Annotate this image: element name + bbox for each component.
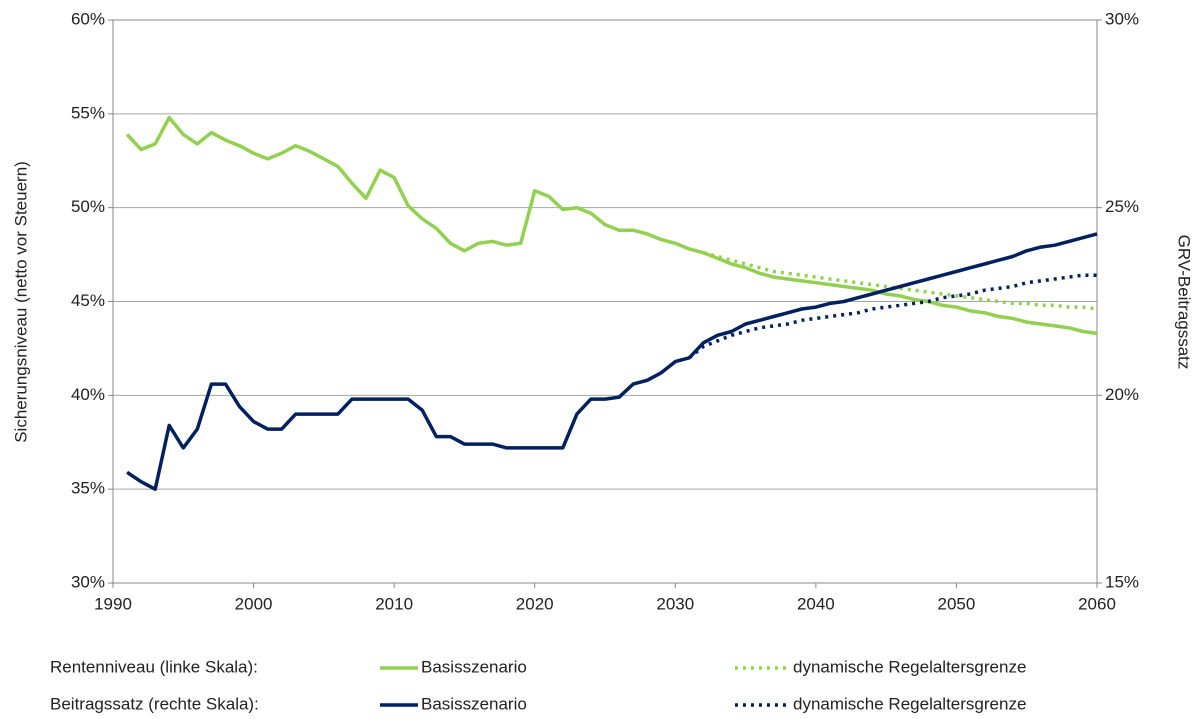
y-tick-label: 55% (71, 103, 105, 122)
legend-label: dynamische Regelaltersgrenze (793, 657, 1026, 676)
y2-tick-label: 15% (1105, 572, 1139, 591)
x-tick-label: 2010 (375, 594, 413, 613)
y-tick-label: 35% (71, 479, 105, 498)
x-tick-label: 2020 (516, 594, 554, 613)
y2-tick-label: 25% (1105, 197, 1139, 216)
legend-row-label: Beitragssatz (rechte Skala): (50, 694, 259, 713)
legend-label: Basisszenario (421, 694, 527, 713)
series-line (702, 251, 1098, 311)
x-tick-label: 2030 (656, 594, 694, 613)
series-line (126, 232, 1098, 491)
y2-tick-label: 30% (1105, 9, 1139, 28)
y-axis-label: Sicherungsniveau (netto vor Steuern) (11, 161, 30, 443)
y-tick-label: 40% (71, 385, 105, 404)
x-tick-label: 1990 (94, 594, 132, 613)
series-line (688, 273, 1097, 360)
x-tick-label: 2050 (938, 594, 976, 613)
legend-label: dynamische Regelaltersgrenze (793, 694, 1026, 713)
y-tick-label: 50% (71, 197, 105, 216)
y-tick-label: 60% (71, 9, 105, 28)
x-tick-label: 2040 (797, 594, 835, 613)
plot-frame (112, 19, 1098, 584)
x-tick-label: 2060 (1078, 594, 1116, 613)
y2-tick-label: 20% (1105, 385, 1139, 404)
y-tick-label: 45% (71, 291, 105, 310)
y2-axis-label: GRV-Beitragssatz (1175, 235, 1194, 370)
y-tick-label: 30% (71, 572, 105, 591)
legend-label: Basisszenario (421, 657, 527, 676)
x-tick-label: 2000 (235, 594, 273, 613)
series-line (125, 115, 1098, 336)
legend-row-label: Rentenniveau (linke Skala): (50, 657, 258, 676)
